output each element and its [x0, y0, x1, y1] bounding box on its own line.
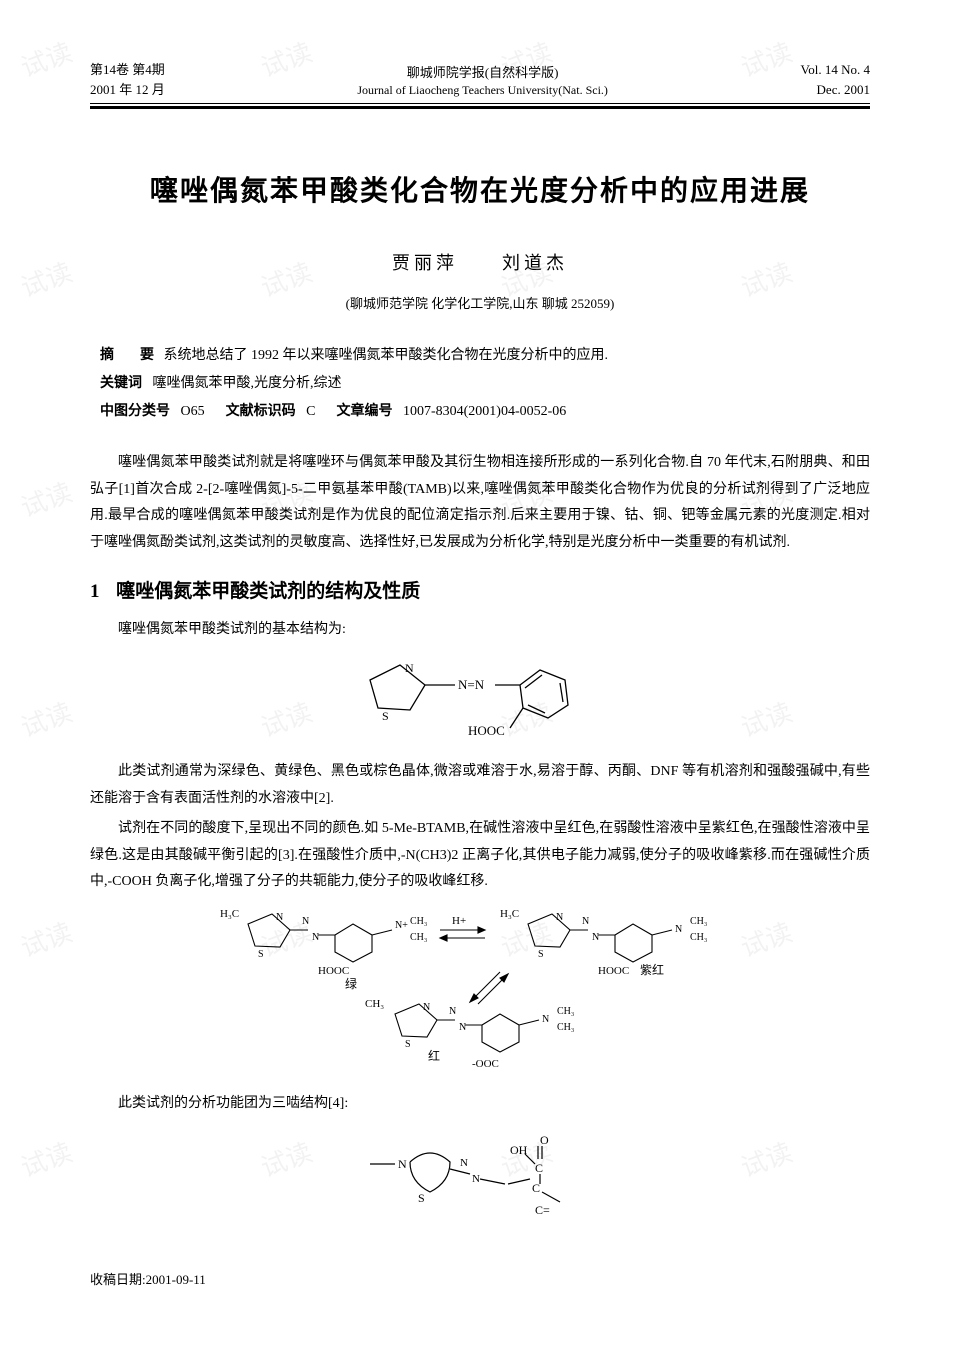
svg-text:N: N [582, 916, 589, 927]
svg-text:C: C [532, 1181, 540, 1195]
clc-value: O65 [181, 404, 205, 419]
doc-code-label: 文献标识码 [226, 404, 296, 419]
journal-name-en: Journal of Liaocheng Teachers University… [357, 82, 608, 99]
svg-text:CH₃: CH₃ [690, 932, 707, 943]
svg-text:S: S [418, 1191, 425, 1205]
svg-text:红: 红 [428, 1048, 440, 1063]
received-label: 收稿日期: [90, 1272, 146, 1287]
svg-text:S: S [258, 949, 264, 960]
svg-text:CH₃: CH₃ [410, 916, 427, 927]
svg-text:S: S [538, 949, 544, 960]
keywords-text: 噻唑偶氮苯甲酸,光度分析,综述 [153, 376, 342, 391]
svg-text:绿: 绿 [345, 976, 357, 991]
svg-text:N: N [675, 924, 682, 935]
svg-text:CH₃: CH₃ [690, 916, 707, 927]
section-1-title: 噻唑偶氮苯甲酸类试剂的结构及性质 [116, 581, 420, 602]
svg-text:N+: N+ [395, 920, 408, 931]
svg-text:N: N [423, 1002, 430, 1013]
svg-text:-OOC: -OOC [472, 1058, 499, 1070]
meta-block: 摘 要 系统地总结了 1992 年以来噻唑偶氮苯甲酸类化合物在光度分析中的应用.… [100, 342, 860, 426]
article-id-label: 文章编号 [336, 404, 392, 419]
watermark: 试读 [15, 252, 77, 305]
svg-text:N: N [398, 1157, 407, 1171]
classification-line: 中图分类号 O65 文献标识码 C 文章编号 1007-8304(2001)04… [100, 398, 860, 426]
svg-text:N: N [312, 932, 319, 943]
header-right: Vol. 14 No. 4 Dec. 2001 [801, 60, 870, 99]
date-en: Dec. 2001 [801, 80, 870, 100]
received-date: 2001-09-11 [146, 1272, 206, 1287]
intro-paragraph: 噻唑偶氮苯甲酸类试剂就是将噻唑环与偶氮苯甲酸及其衍生物相连接所形成的一系列化合物… [90, 450, 870, 556]
svg-text:N: N [405, 661, 414, 675]
svg-text:HOOC: HOOC [598, 965, 629, 977]
svg-text:HOOC: HOOC [318, 965, 349, 977]
paragraph-1: 噻唑偶氮苯甲酸类试剂的基本结构为: [90, 617, 870, 644]
watermark: 试读 [15, 912, 77, 965]
svg-text:N: N [542, 1014, 549, 1025]
doc-code-value: C [306, 404, 315, 419]
clc-label: 中图分类号 [100, 404, 170, 419]
date-cn: 2001 年 12 月 [90, 80, 165, 100]
svg-text:H₃C: H₃C [500, 908, 519, 920]
header-center: 聊城师院学报(自然科学版) Journal of Liaocheng Teach… [357, 64, 608, 99]
authors: 贾丽萍 刘道杰 [90, 249, 870, 275]
svg-text:N: N [302, 916, 309, 927]
svg-text:CH₃: CH₃ [365, 998, 384, 1010]
keywords-line: 关键词 噻唑偶氮苯甲酸,光度分析,综述 [100, 370, 860, 398]
svg-text:N=N: N=N [458, 677, 485, 692]
section-1-number: 1 [90, 581, 100, 602]
abstract-text: 系统地总结了 1992 年以来噻唑偶氮苯甲酸类化合物在光度分析中的应用. [164, 348, 609, 363]
svg-text:N: N [459, 1022, 466, 1033]
journal-name-cn: 聊城师院学报(自然科学版) [357, 64, 608, 82]
article-title: 噻唑偶氮苯甲酸类化合物在光度分析中的应用进展 [90, 169, 870, 209]
svg-text:O: O [540, 1133, 549, 1147]
svg-text:H₃C: H₃C [220, 908, 239, 920]
svg-text:S: S [382, 709, 389, 723]
watermark: 试读 [15, 692, 77, 745]
header-left: 第14卷 第4期 2001 年 12 月 [90, 60, 165, 99]
svg-text:N: N [460, 1157, 468, 1169]
svg-text:C=: C= [535, 1203, 550, 1217]
volume-issue-en: Vol. 14 No. 4 [801, 60, 870, 80]
abstract-label: 摘 要 [100, 348, 160, 363]
article-id-value: 1007-8304(2001)04-0052-06 [403, 404, 566, 419]
watermark: 试读 [15, 1132, 77, 1185]
svg-text:H+: H+ [452, 915, 466, 927]
keywords-label: 关键词 [100, 376, 142, 391]
svg-text:N: N [592, 932, 599, 943]
svg-text:N: N [276, 912, 283, 923]
header-rule [90, 106, 870, 109]
structure-diagram-3: N S N N OH O C C C= [90, 1124, 870, 1229]
svg-text:N: N [449, 1006, 456, 1017]
svg-text:CH₃: CH₃ [557, 1022, 574, 1033]
paragraph-2: 此类试剂通常为深绿色、黄绿色、黑色或棕色晶体,微溶或难溶于水,易溶于醇、丙酮、D… [90, 759, 870, 812]
section-1-heading: 1 噻唑偶氮苯甲酸类试剂的结构及性质 [90, 576, 870, 603]
svg-text:C: C [535, 1161, 543, 1175]
affiliation: (聊城师范学院 化学化工学院,山东 聊城 252059) [90, 293, 870, 312]
paragraph-4: 此类试剂的分析功能团为三啮结构[4]: [90, 1091, 870, 1118]
structure-diagram-2: H₃C N S N N N+ CH₃ CH₃ HOOC 绿 H+ H₃C N [90, 902, 870, 1077]
watermark: 试读 [15, 32, 77, 85]
paragraph-3: 试剂在不同的酸度下,呈现出不同的颜色.如 5-Me-BTAMB,在碱性溶液中呈红… [90, 816, 870, 896]
svg-text:紫红: 紫红 [640, 962, 664, 977]
svg-text:CH₃: CH₃ [557, 1006, 574, 1017]
watermark: 试读 [15, 472, 77, 525]
svg-text:N: N [472, 1173, 480, 1185]
svg-text:HOOC: HOOC [468, 723, 505, 738]
svg-text:N: N [556, 912, 563, 923]
structure-diagram-1: N S N=N HOOC [90, 650, 870, 745]
svg-text:S: S [405, 1039, 411, 1050]
page-header: 第14卷 第4期 2001 年 12 月 聊城师院学报(自然科学版) Journ… [90, 60, 870, 104]
received-date-line: 收稿日期:2001-09-11 [90, 1269, 870, 1288]
abstract-line: 摘 要 系统地总结了 1992 年以来噻唑偶氮苯甲酸类化合物在光度分析中的应用. [100, 342, 860, 370]
svg-text:OH: OH [510, 1143, 528, 1157]
svg-text:CH₃: CH₃ [410, 932, 427, 943]
volume-issue-cn: 第14卷 第4期 [90, 60, 165, 80]
